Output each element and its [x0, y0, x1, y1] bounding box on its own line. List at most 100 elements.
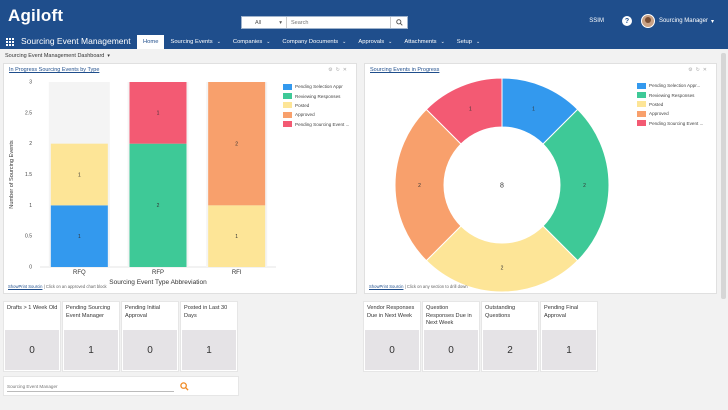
panel-action-icons[interactable]: ⚙↻✕ [688, 67, 710, 73]
chevron-down-icon: ▾ [107, 53, 110, 59]
bar-segment[interactable] [208, 82, 266, 206]
app-grid-icon[interactable] [6, 38, 14, 46]
y-axis-title: Number of Sourcing Events [9, 140, 15, 209]
metric-tile-value[interactable]: 1 [64, 330, 118, 370]
metric-tile[interactable]: Outstanding Questions 2 [481, 301, 539, 372]
donut-slice-label: 2 [583, 183, 586, 189]
user-name[interactable]: Sourcing Manager [658, 18, 708, 24]
nav-item-company-documents[interactable]: Company Documents ⌄ [276, 35, 352, 49]
x-axis-title: Sourcing Event Type Abbreviation [109, 279, 207, 286]
bar-chart-title[interactable]: In Progress Sourcing Events by Type [9, 67, 100, 73]
metric-tile[interactable]: Pending Sourcing Event Manager 1 [62, 301, 120, 372]
legend-item[interactable]: Reviewing Responses [283, 91, 349, 100]
nav-item-attachments[interactable]: Attachments ⌄ [398, 35, 450, 49]
legend-label: Approved [295, 112, 315, 118]
search-input[interactable] [287, 17, 390, 28]
dashboard-selector[interactable]: Sourcing Event Management Dashboard ▾ [5, 53, 110, 59]
donut-chart-title[interactable]: Sourcing Events in Progress [370, 67, 440, 73]
legend-label: Posted [649, 101, 664, 107]
metric-tile-value[interactable]: 0 [365, 330, 419, 370]
chevron-down-icon: ⌄ [475, 39, 481, 45]
metric-tile-value[interactable]: 0 [5, 330, 59, 370]
y-tick-label: 0.5 [25, 234, 32, 240]
chevron-down-icon: ⌄ [266, 39, 271, 45]
show-print-link[interactable]: ShowPrint Sourcin [369, 284, 404, 289]
donut-chart-legend: Pending Selection Appr... Reviewing Respo… [637, 81, 703, 128]
legend-label: Pending Sourcing Event ... [649, 120, 704, 126]
app-title[interactable]: Sourcing Event Management [21, 36, 131, 46]
metric-tile-value[interactable]: 2 [483, 330, 537, 370]
search-scope-select[interactable]: All ▾ [242, 17, 287, 28]
metric-tile-label: Posted in Last 30 Days [184, 305, 228, 319]
legend-item[interactable]: Approved [283, 110, 349, 119]
metric-tile[interactable]: Vendor Responses Due in Next Week 0 [363, 301, 421, 372]
nav-item-label: Company Documents [282, 39, 339, 45]
legend-item[interactable]: Pending Selection Appr [283, 82, 349, 91]
bar-segment[interactable] [129, 143, 187, 267]
metric-tile-label: Drafts > 1 Week Old [7, 305, 58, 311]
bar-data-label: 2 [235, 141, 238, 147]
donut-chart-footer-text: | Click on any section to drill down [404, 284, 468, 289]
y-tick-label: 1 [29, 203, 32, 209]
bar-chart: 0 0.5 1 1.5 2 2.5 3 1 1 RFQ 2 1 RFP 1 2 RFI Sourcing Eve… [9, 80, 276, 286]
nav-item-approvals[interactable]: Approvals ⌄ [352, 35, 398, 49]
y-tick-label: 2 [29, 141, 32, 147]
legend-label: Reviewing Responses [649, 92, 695, 98]
help-icon[interactable]: ? [621, 16, 632, 26]
legend-item[interactable]: Posted [283, 101, 349, 110]
nav-items: Home Sourcing Events ⌄ Companies ⌄ Company Do… [137, 35, 486, 49]
nav-item-sourcing-events[interactable]: Sourcing Events ⌄ [164, 35, 226, 49]
metric-tile-value[interactable]: 0 [123, 330, 177, 370]
x-tick-label: RFQ [73, 270, 86, 276]
nav-item-label: Approvals [358, 39, 385, 45]
bar-segment[interactable] [129, 82, 187, 144]
donut-slice[interactable] [542, 108, 610, 262]
donut-slice[interactable] [425, 77, 503, 145]
legend-item[interactable]: Pending Selection Appr... [637, 81, 703, 90]
metric-tile-value[interactable]: 1 [542, 330, 596, 370]
panel-action-icons[interactable]: ⚙↻✕ [328, 67, 350, 73]
metric-tile[interactable]: Drafts > 1 Week Old 0 [3, 301, 61, 372]
legend-label: Posted [295, 102, 310, 108]
metric-tile-value[interactable]: 0 [424, 330, 478, 370]
search-icon[interactable] [180, 382, 189, 391]
bar-segment[interactable] [208, 205, 266, 267]
y-tick-label: 1.5 [25, 172, 32, 178]
avatar[interactable] [640, 14, 655, 28]
search-button[interactable] [390, 17, 407, 28]
donut-slice[interactable] [394, 108, 462, 262]
metric-tile[interactable]: Pending Final Approval 1 [540, 301, 598, 372]
donut-slice[interactable] [425, 225, 579, 293]
legend-label: Pending Selection Appr [295, 84, 343, 90]
metric-tile-value[interactable]: 1 [182, 330, 236, 370]
chevron-down-icon[interactable]: ▾ [710, 18, 714, 25]
metric-tile-label: Pending Initial Approval [125, 305, 161, 319]
page-scrollbar[interactable] [721, 53, 726, 299]
legend-swatch [283, 102, 292, 109]
workspace-label[interactable]: SSIM [589, 18, 604, 24]
metric-tile[interactable]: Pending Initial Approval 0 [121, 301, 179, 372]
nav-item-label: Setup [456, 39, 472, 45]
legend-item[interactable]: Pending Sourcing Event ... [637, 119, 703, 128]
x-tick-label: RFI [232, 270, 242, 276]
legend-item[interactable]: Approved [637, 109, 703, 118]
search-icon [395, 19, 403, 26]
metric-tile[interactable]: Question Responses Due in Next Week 0 [422, 301, 480, 372]
legend-item[interactable]: Reviewing Responses [637, 90, 703, 99]
legend-label: Pending Sourcing Event ... [295, 121, 350, 127]
nav-item-label: Attachments [404, 39, 437, 45]
bar-segment[interactable] [50, 205, 108, 267]
chevron-down-icon: ⌄ [388, 39, 393, 45]
nav-item-companies[interactable]: Companies ⌄ [227, 35, 277, 49]
quick-search-input[interactable] [7, 382, 174, 392]
app-logo[interactable]: Agiloft [8, 6, 64, 25]
show-print-link[interactable]: ShowPrint Sourcin [8, 284, 43, 289]
legend-item[interactable]: Pending Sourcing Event ... [283, 120, 349, 129]
nav-item-home[interactable]: Home [137, 35, 165, 49]
metric-tile[interactable]: Posted in Last 30 Days 1 [180, 301, 238, 372]
y-tick-label: 2.5 [25, 110, 32, 116]
legend-swatch [283, 111, 292, 118]
nav-item-setup[interactable]: Setup ⌄ [451, 35, 486, 49]
legend-item[interactable]: Posted [637, 100, 703, 109]
bar-segment[interactable] [50, 143, 108, 206]
